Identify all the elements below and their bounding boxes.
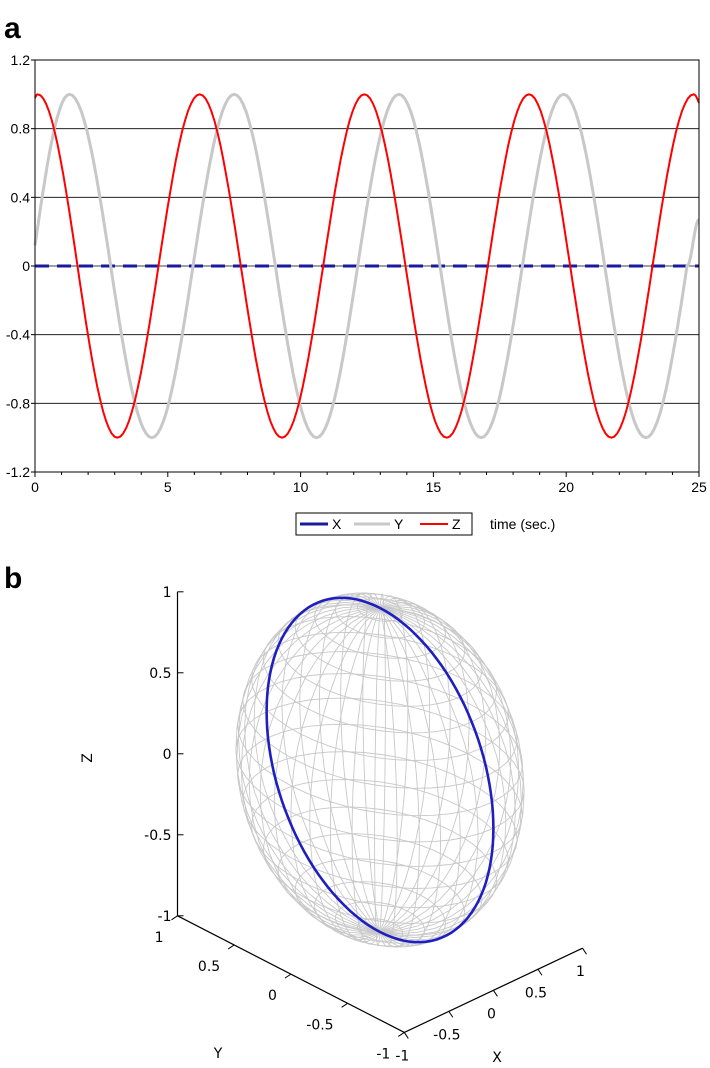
y-tick-mark (171, 915, 178, 921)
sphere-longitude (235, 606, 525, 934)
trajectory-group (265, 596, 495, 944)
axes-3d: -1 -0.5 0 0.5 1 -1 -0.5 0 0.5 1 -1 -0.5 0 0.5 1 X Y Z (80, 585, 587, 1066)
sphere-longitude (253, 599, 507, 941)
x-tick-label: 1 (576, 964, 585, 980)
sphere-wireframe (235, 592, 525, 948)
sphere-longitude (340, 592, 420, 948)
y-tick-mark (284, 973, 292, 979)
y-tick-label: -0.8 (6, 395, 30, 411)
z-axis-title: Z (80, 753, 96, 763)
sphere-longitude (244, 602, 516, 938)
y-tick-mark (341, 1002, 348, 1008)
sphere-longitude (273, 604, 487, 936)
legend-label-x: X (332, 516, 342, 532)
y-tick-mark (227, 944, 235, 950)
series-group (33, 92, 700, 440)
sphere-longitude (281, 595, 479, 945)
x-tick-mark (582, 947, 587, 955)
x-tick-label: 10 (293, 479, 309, 495)
legend-label-z: Z (452, 516, 461, 532)
y-axis: 1.2 0.8 0.4 0 -0.4 -0.8 -1.2 (6, 52, 35, 480)
y-tick-label: 1.2 (11, 52, 31, 68)
y-axis-title: Y (213, 1046, 223, 1062)
z-tick-label: -0.5 (144, 828, 171, 844)
line-chart: 1.2 0.8 0.4 0 -0.4 -0.8 -1.2 0 5 10 15 20 25 (6, 52, 707, 495)
x-axis-title: time (sec.) (490, 516, 555, 532)
panel-b-letter: b (4, 562, 22, 595)
x-tick-label: 0 (31, 479, 39, 495)
x-tick-label: 5 (164, 479, 172, 495)
x-tick-label: -0.5 (433, 1027, 460, 1043)
y-tick-label: 0.4 (11, 189, 31, 205)
x-tick-label: -1 (395, 1048, 409, 1064)
x-tick-label: 20 (558, 479, 574, 495)
x-tick-label: 0 (487, 1006, 496, 1022)
z-tick-label: -1 (158, 909, 172, 925)
sphere-3d-plot: -1 -0.5 0 0.5 1 -1 -0.5 0 0.5 1 -1 -0.5 0 0.5 1 X Y Z (80, 585, 587, 1066)
y-tick-label: 0 (22, 258, 30, 274)
sphere-longitude (329, 597, 431, 943)
sphere-latitude (314, 881, 446, 948)
sphere-latitude (314, 592, 446, 659)
y-tick-label: -0.4 (6, 327, 30, 343)
x-tick-mark (537, 968, 543, 976)
legend-label-y: Y (394, 516, 404, 532)
sphere-longitude (248, 607, 512, 933)
sphere-longitude (236, 607, 524, 933)
series-y-line (33, 92, 700, 440)
z-tick-label: 0.5 (149, 666, 171, 682)
z-tick-label: 0 (163, 747, 172, 763)
x-tick-label: 25 (691, 479, 707, 495)
y-tick-label: -1.2 (6, 464, 30, 480)
sphere-longitude (318, 592, 442, 948)
x-tick-mark (403, 1032, 409, 1039)
sphere-longitude (290, 602, 470, 938)
y-tick-mark (398, 1032, 405, 1037)
legend: X Y Z time (sec.) (295, 512, 555, 536)
y-tick-label: 0.5 (198, 959, 220, 975)
y-tick-label: -0.5 (306, 1017, 333, 1033)
y-tick-label: 0 (268, 988, 277, 1004)
x-axis: 0 5 10 15 20 25 (31, 472, 707, 495)
trajectory-line (265, 596, 495, 944)
x-tick-label: 0.5 (525, 985, 547, 1001)
sphere-longitude (266, 597, 494, 943)
series-z-line (34, 93, 700, 439)
sphere-longitude (351, 595, 409, 945)
y-tick-label: 0.8 (11, 121, 31, 137)
x-tick-label: 15 (426, 479, 442, 495)
plot-frame (34, 59, 700, 473)
sphere-longitude (362, 592, 398, 948)
x-axis-title: X (492, 1050, 502, 1066)
sphere-longitude (299, 593, 461, 947)
sphere-latitude (235, 697, 525, 843)
y-tick-label: 1 (155, 930, 164, 946)
z-tick-label: 1 (163, 585, 172, 601)
sphere-latitude (262, 806, 498, 924)
sphere-latitude (262, 616, 498, 734)
x-tick-mark (492, 990, 498, 997)
x-axis-line (404, 947, 583, 1033)
sphere-longitude (309, 599, 451, 941)
sphere-longitude (240, 607, 520, 933)
sphere-longitude (374, 593, 386, 947)
panel-a-letter: a (4, 12, 21, 45)
x-tick-mark (448, 1011, 454, 1018)
y-tick-label: -1 (376, 1046, 390, 1062)
